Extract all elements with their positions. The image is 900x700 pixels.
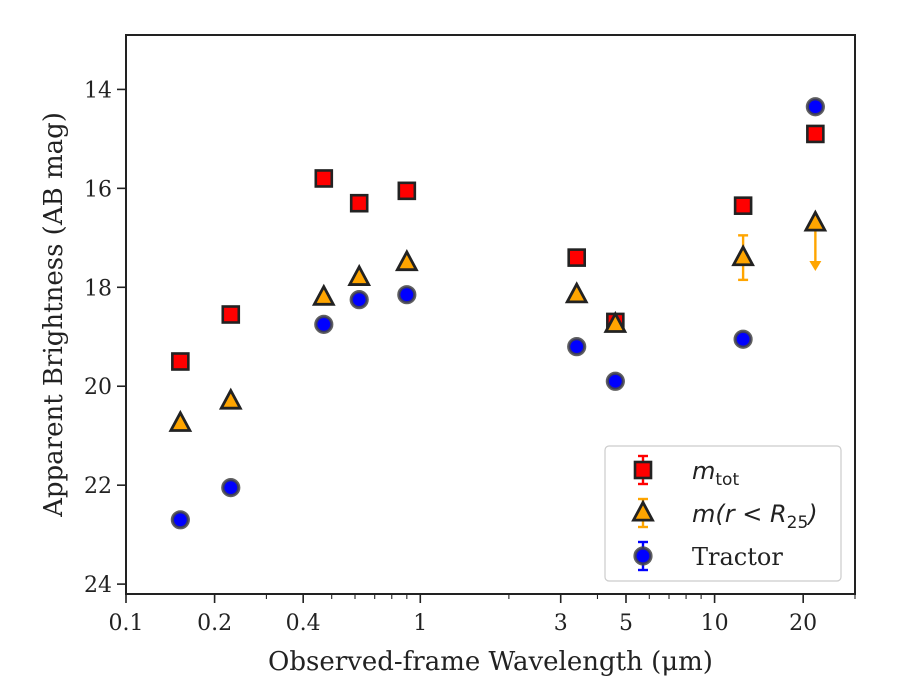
y-tick-label: 22 <box>84 474 112 499</box>
x-tick-label: 0.1 <box>109 611 144 636</box>
y-tick-label: 18 <box>84 276 112 301</box>
x-tick-label: 3 <box>554 611 568 636</box>
series-square <box>171 124 825 371</box>
data-point <box>221 305 241 324</box>
legend: mtot m(r < R25) Tractor <box>604 445 842 582</box>
data-point <box>349 290 369 310</box>
x-tick-label: 5 <box>619 611 633 636</box>
data-point <box>394 249 419 272</box>
y-tick-label: 16 <box>84 177 112 202</box>
x-tick-label: 1 <box>413 611 427 636</box>
data-point <box>218 387 243 410</box>
data-point <box>349 193 369 213</box>
legend-label: mtot <box>692 457 739 490</box>
data-point <box>603 310 628 333</box>
x-tick-label: 10 <box>701 611 729 636</box>
data-point <box>171 352 190 371</box>
y-tick-label: 14 <box>84 78 112 103</box>
legend-box <box>604 445 842 582</box>
data-point <box>803 209 828 232</box>
data-markers <box>168 97 828 530</box>
series-circle <box>170 97 825 530</box>
data-point <box>731 244 755 267</box>
series-triangle <box>168 209 828 432</box>
data-point <box>806 124 825 144</box>
data-point <box>805 97 825 117</box>
data-point <box>605 371 625 391</box>
data-point <box>567 337 587 357</box>
legend-label: Tractor <box>692 543 783 571</box>
data-point <box>168 409 193 432</box>
y-tick-label: 20 <box>84 375 112 400</box>
data-point <box>311 283 336 306</box>
legend-marker <box>633 460 653 480</box>
legend-marker <box>631 499 655 522</box>
data-point <box>314 169 334 188</box>
data-point <box>564 281 589 304</box>
data-point <box>221 478 241 498</box>
data-point <box>314 314 334 334</box>
x-tick-label: 20 <box>789 611 817 636</box>
data-point <box>170 510 190 530</box>
x-axis-label: Observed-frame Wavelength (μm) <box>268 647 713 677</box>
upper-limit-arrow-head <box>809 260 822 271</box>
data-point <box>733 196 753 215</box>
y-axis-label: Apparent Brightness (AB mag) <box>39 112 69 518</box>
data-point <box>733 329 753 349</box>
plot-frame <box>125 34 856 595</box>
legend-marker <box>633 546 653 566</box>
y-tick-label: 24 <box>84 573 112 598</box>
x-tick-label: 0.4 <box>286 611 321 636</box>
legend-entry: Tractor <box>633 540 783 572</box>
data-point <box>397 285 417 305</box>
data-point <box>567 248 587 267</box>
y-axis-ticks: 14 16 18 20 22 24 <box>84 78 126 598</box>
legend-label: m(r < R25) <box>692 500 818 533</box>
data-point <box>347 263 372 286</box>
legend-entry: m(r < R25) <box>631 497 818 533</box>
data-point <box>397 181 417 201</box>
x-axis-ticks: 0.1 0.2 0.4 1 3 5 10 20 <box>109 594 856 636</box>
legend-entry: mtot <box>633 454 739 490</box>
x-tick-label: 0.2 <box>197 611 232 636</box>
